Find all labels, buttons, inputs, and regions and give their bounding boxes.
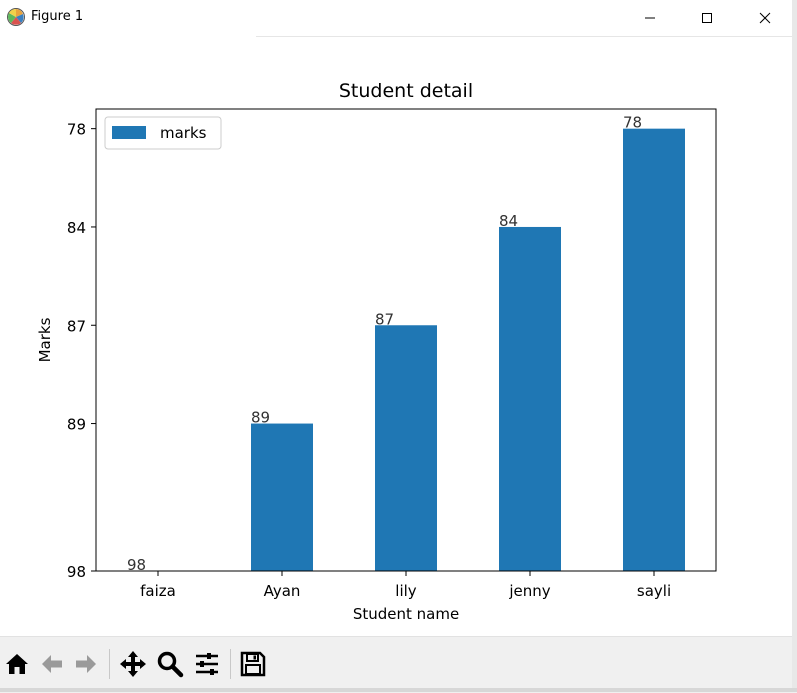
- bar-Ayan: [251, 423, 313, 571]
- back-button[interactable]: [37, 649, 67, 679]
- navigation-toolbar: [0, 636, 797, 693]
- data-label-sayli: 78: [623, 114, 642, 132]
- y-tick-label-3: 84: [67, 219, 86, 237]
- minimize-icon: [645, 17, 655, 19]
- data-label-jenny: 84: [499, 212, 518, 230]
- x-tick-label-jenny: jenny: [508, 582, 550, 600]
- bar-lily: [375, 325, 437, 571]
- window-right-edge: [792, 0, 797, 692]
- y-ticks-layer: 98 89 87 84 78: [67, 121, 96, 581]
- close-icon: [759, 12, 771, 24]
- close-button[interactable]: [737, 0, 793, 36]
- data-label-faiza: 98: [127, 556, 146, 574]
- chart-title: Student detail: [339, 80, 473, 102]
- home-icon: [6, 654, 28, 674]
- toolbar-separator: [230, 649, 231, 679]
- back-icon: [42, 655, 62, 673]
- x-tick-label-sayli: sayli: [637, 582, 671, 600]
- window-title: Figure 1: [31, 9, 84, 24]
- zoom-icon: [157, 651, 184, 678]
- save-icon: [240, 651, 266, 677]
- data-label-Ayan: 89: [251, 409, 270, 427]
- title-bar: Figure 1: [0, 0, 797, 36]
- forward-icon: [76, 655, 96, 673]
- data-label-lily: 87: [375, 310, 394, 328]
- title-bar-divider: [256, 36, 797, 37]
- data-labels-layer: 98 89 87 84 78: [127, 114, 642, 574]
- matplotlib-icon: [6, 7, 26, 27]
- configure-subplots-icon: [196, 653, 218, 675]
- pan-button[interactable]: [118, 649, 148, 679]
- save-button[interactable]: [238, 649, 268, 679]
- legend: marks: [104, 116, 222, 150]
- y-tick-label-4: 78: [67, 121, 86, 139]
- toolbar-separator: [109, 649, 110, 679]
- x-ticks-layer: faiza Ayan lily jenny sayli: [140, 571, 671, 600]
- window-bottom-edge: [0, 688, 797, 692]
- pan-icon: [120, 651, 146, 677]
- bars-layer: [251, 128, 685, 571]
- x-tick-label-lily: lily: [395, 582, 417, 600]
- minimize-button[interactable]: [622, 0, 678, 36]
- x-tick-label-faiza: faiza: [140, 582, 176, 600]
- legend-label: marks: [160, 124, 207, 142]
- maximize-button[interactable]: [679, 0, 735, 36]
- configure-subplots-button[interactable]: [192, 649, 222, 679]
- figure-canvas[interactable]: 98 89 87 84 78 98 89 87 84 78 faiza Ayan lily jenny…: [0, 37, 797, 636]
- home-button[interactable]: [2, 649, 32, 679]
- legend-swatch: [112, 126, 146, 139]
- y-axis-label: Marks: [36, 317, 54, 362]
- bar-jenny: [499, 226, 561, 571]
- x-tick-label-Ayan: Ayan: [264, 582, 301, 600]
- legend-box: [104, 116, 222, 150]
- y-tick-label-2: 87: [67, 317, 86, 335]
- y-tick-label-0: 98: [67, 563, 86, 581]
- y-tick-label-1: 89: [67, 416, 86, 434]
- zoom-button[interactable]: [155, 649, 185, 679]
- maximize-icon: [702, 13, 712, 23]
- x-axis-label: Student name: [353, 605, 459, 623]
- bar-sayli: [623, 128, 685, 571]
- forward-button[interactable]: [71, 649, 101, 679]
- bar-chart: 98 89 87 84 78 98 89 87 84 78 faiza Ayan lily jenny…: [36, 80, 717, 623]
